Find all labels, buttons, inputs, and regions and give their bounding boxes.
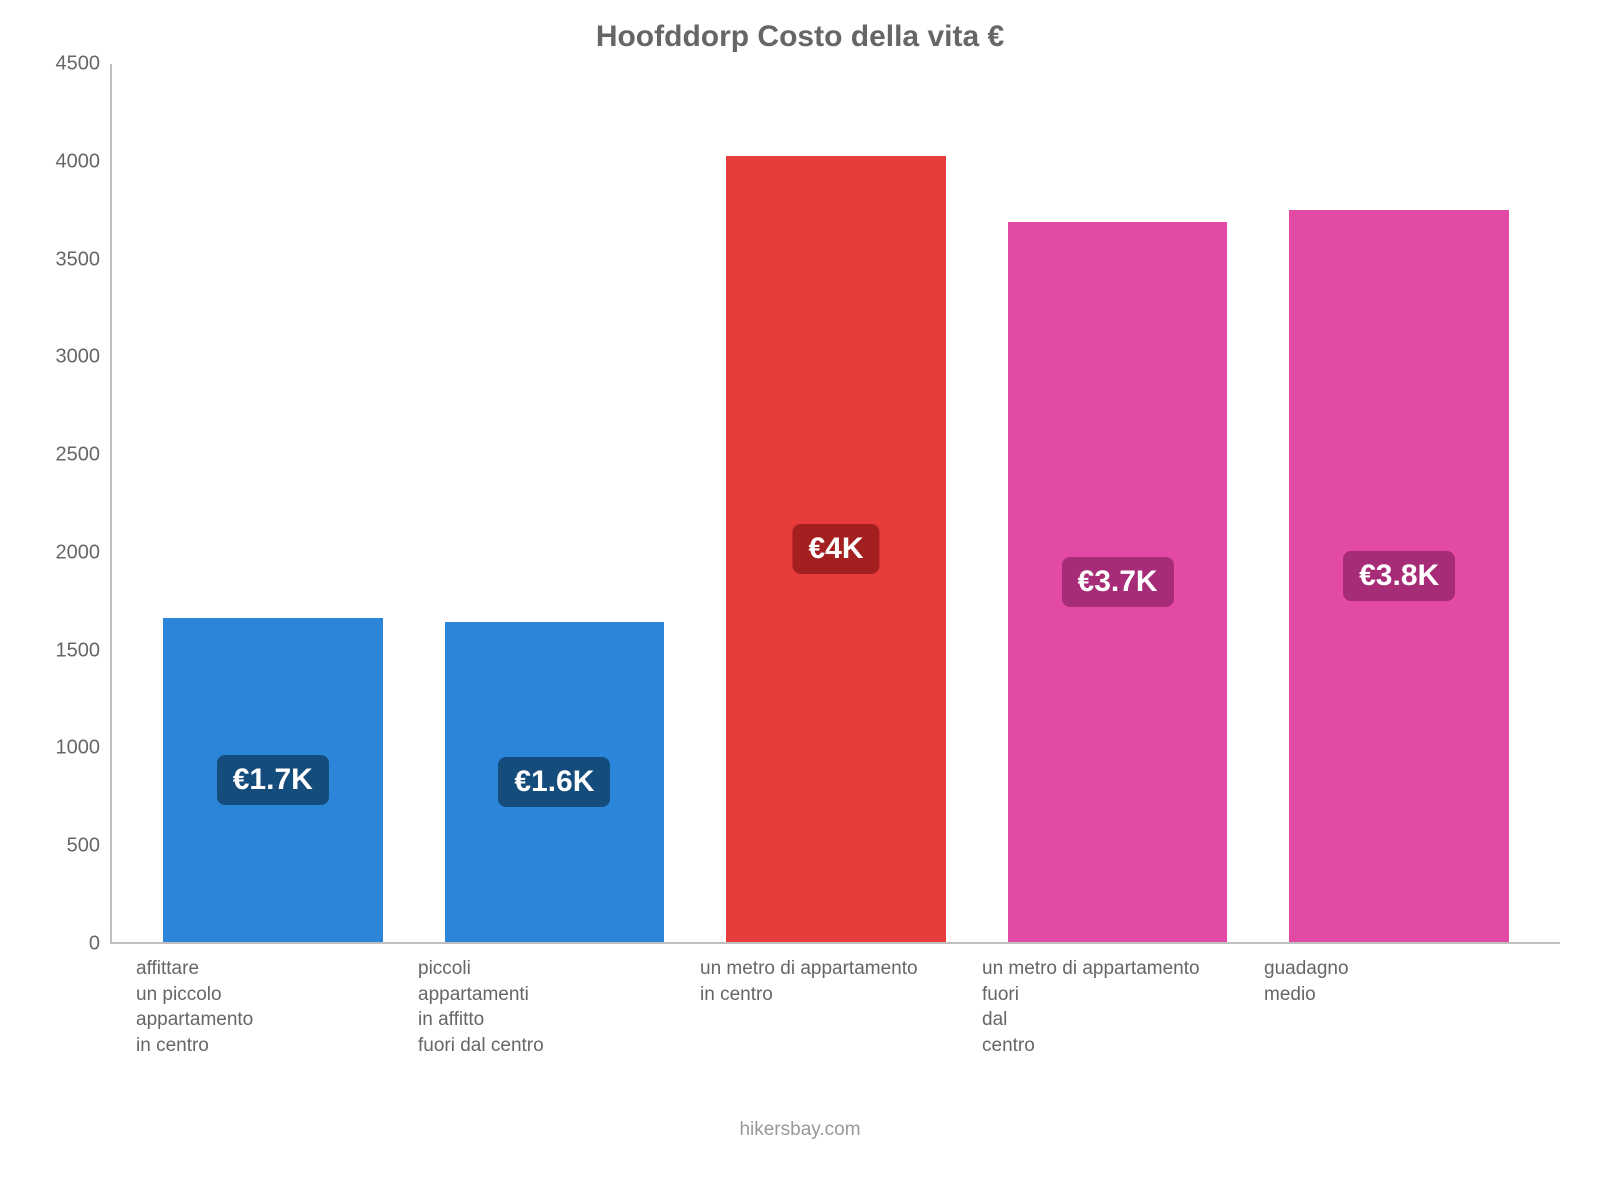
x-tick-label: piccoli appartamenti in affitto fuori da…	[412, 956, 694, 1059]
chart-title: Hoofddorp Costo della vita €	[40, 20, 1560, 54]
bar: €3.8K	[1289, 210, 1509, 942]
x-tick-label: guadagno medio	[1258, 956, 1540, 1059]
bar-slot: €1.7K	[132, 64, 414, 942]
x-axis-labels: affittare un piccolo appartamento in cen…	[110, 944, 1560, 1059]
chart-container: Hoofddorp Costo della vita € 0 500 1000 150…	[0, 0, 1600, 1200]
y-tick-label: 0	[40, 933, 100, 956]
value-badge: €3.7K	[1062, 557, 1174, 607]
y-tick-label: 3500	[40, 248, 100, 271]
y-tick-label: 2500	[40, 444, 100, 467]
bars-group: €1.7K €1.6K €4K €3.7K €3.8K	[112, 64, 1560, 942]
y-tick-label: 3000	[40, 346, 100, 369]
value-badge: €1.7K	[217, 755, 329, 805]
bar: €1.6K	[445, 622, 665, 942]
bar: €1.7K	[163, 618, 383, 942]
bar-slot: €4K	[695, 64, 977, 942]
value-badge: €3.8K	[1343, 551, 1455, 601]
y-tick-label: 4000	[40, 150, 100, 173]
bar-slot: €1.6K	[414, 64, 696, 942]
plot: €1.7K €1.6K €4K €3.7K €3.8K	[110, 64, 1560, 944]
y-tick-label: 4500	[40, 53, 100, 76]
bar: €4K	[726, 156, 946, 942]
x-tick-label: affittare un piccolo appartamento in cen…	[130, 956, 412, 1059]
y-tick-label: 1000	[40, 737, 100, 760]
y-tick-label: 500	[40, 835, 100, 858]
bar-slot: €3.8K	[1258, 64, 1540, 942]
x-tick-label: un metro di appartamento in centro	[694, 956, 976, 1059]
chart-footer: hikersbay.com	[40, 1119, 1560, 1141]
x-tick-label: un metro di appartamento fuori dal centr…	[976, 956, 1258, 1059]
y-tick-label: 2000	[40, 541, 100, 564]
value-badge: €1.6K	[498, 757, 610, 807]
value-badge: €4K	[792, 524, 879, 574]
plot-area: 050010001500200025003000350040004500 €1.…	[40, 64, 1560, 944]
bar-slot: €3.7K	[977, 64, 1259, 942]
y-tick-label: 1500	[40, 639, 100, 662]
y-axis: 050010001500200025003000350040004500	[40, 64, 110, 944]
bar: €3.7K	[1008, 222, 1228, 942]
